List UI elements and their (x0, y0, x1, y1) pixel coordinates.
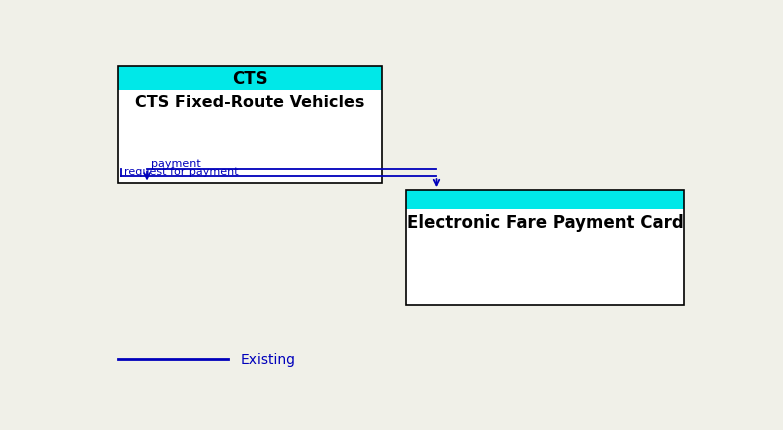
Bar (406, 190, 684, 210)
Bar (118, 90, 382, 184)
Text: CTS: CTS (232, 69, 268, 87)
Text: Existing: Existing (240, 353, 295, 366)
Bar (406, 210, 684, 305)
Text: payment: payment (150, 158, 200, 168)
Text: Electronic Fare Payment Card: Electronic Fare Payment Card (406, 214, 684, 232)
Text: CTS Fixed-Route Vehicles: CTS Fixed-Route Vehicles (135, 94, 365, 109)
Bar (406, 190, 684, 305)
Bar (118, 67, 382, 90)
Bar (118, 67, 382, 184)
Text: request for payment: request for payment (124, 166, 239, 176)
